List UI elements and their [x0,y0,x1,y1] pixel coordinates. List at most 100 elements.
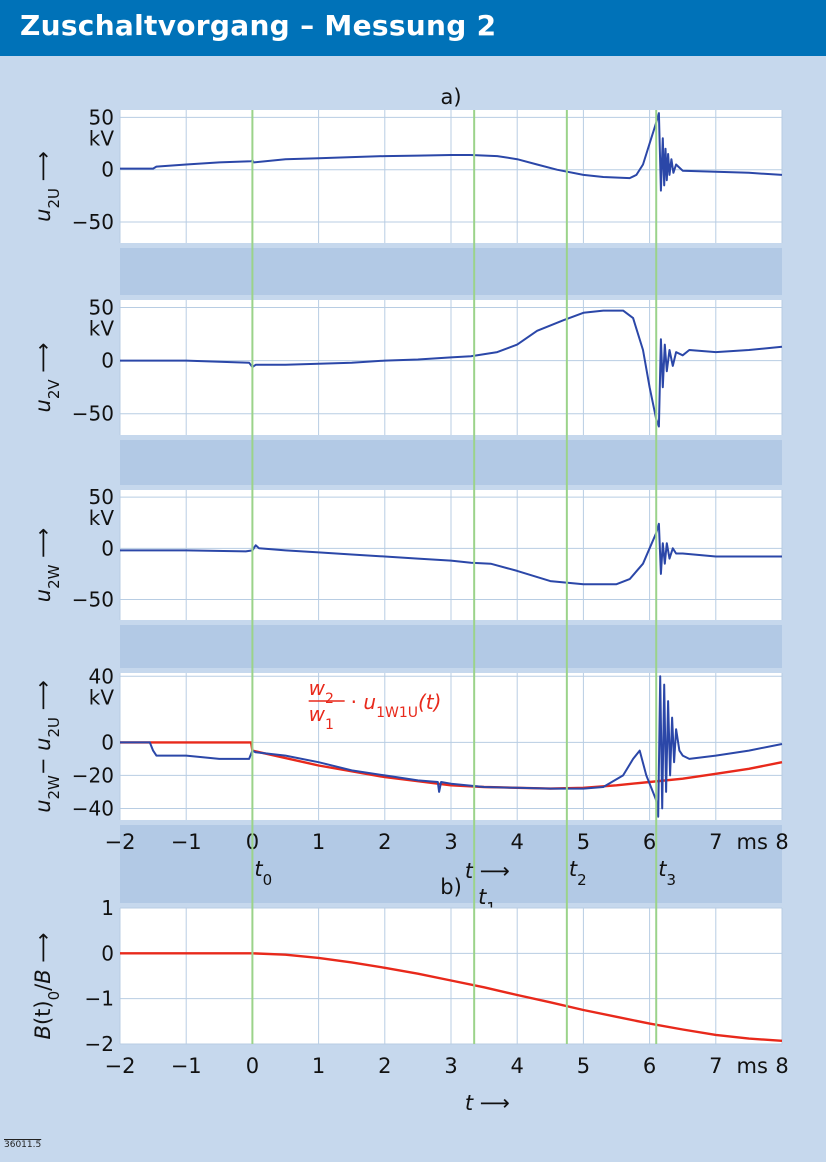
annotation-var-sub: 1W1U [376,705,418,721]
y-tick-label: 50 [89,485,114,509]
y-axis-label-slash: / [31,983,55,991]
header-bar: Zuschaltvorgang – Messung 2 [0,0,826,56]
y-axis-label: u2V ⟶ [31,343,63,413]
x-tick-label: 2 [378,1054,391,1078]
y-axis-label: u2W ⟶ [31,528,63,602]
annotation-numerator: w2 [309,676,334,707]
y-tick-label: 0 [101,730,114,754]
x-tick-label: 1 [312,830,325,854]
annotation-var: u [363,690,376,714]
series-line-blue [120,309,783,428]
annotation-denominator: w1 [309,702,334,733]
x-axis-label: t ⟶ [465,859,510,883]
x-axis-label-var: t [465,1091,474,1115]
y-axis-label-var: B [31,1025,55,1039]
panel-separator-band [120,625,782,668]
y-tick-label: 0 [101,349,114,373]
series-line-blue [120,522,782,586]
y-axis-label-sub: 2W [45,775,63,800]
panel-separator-band [120,248,782,295]
annotation-den-var: w [309,702,326,726]
y-tick-label: 50 [89,105,114,129]
y-axis-label-var2: B [31,969,55,983]
x-tick-label: 3 [444,1054,457,1078]
x-tick-label: 5 [577,830,590,854]
x-unit-label: ms [737,1054,768,1078]
y-axis-label-arrow: ⟶ [31,343,55,380]
y-axis-label-var: u [31,799,55,812]
marker-label-t2: t2 [569,857,587,889]
y-axis-label-sub: 2V [45,379,63,400]
y-unit-label: kV [89,126,115,150]
x-tick-label: 2 [378,830,391,854]
x-tick-label: 4 [511,830,524,854]
y-axis-label-sub: 2W [45,564,63,589]
chart-panel-3: 50 0 −50 kV u2W ⟶ [31,485,783,620]
chart-panel-2: 50 0 −50 kV u2V ⟶ [31,295,783,435]
annotation-arg: (t) [418,690,441,714]
figure-id: 36011.5 [4,1140,42,1150]
x-tick-label: −1 [171,1054,202,1078]
y-tick-label: −50 [72,402,114,426]
x-axis-label: t ⟶ [465,1091,510,1115]
y-unit-label: kV [89,506,115,530]
annotation-num-var: w [309,676,326,700]
y-axis-label-arrow: ⟶ [31,933,55,970]
marker-label-sub: 3 [666,871,676,889]
x-tick-label: 1 [312,1054,325,1078]
marker-label-t3: t3 [658,857,676,889]
y-tick-label: −1 [85,987,114,1011]
x-tick-label: 5 [577,1054,590,1078]
x-axis-label-var: t [465,859,474,883]
y-axis-label-var: u [31,209,55,222]
y-unit-label: kV [89,685,115,709]
x-tick-label: 6 [643,1054,656,1078]
marker-label-t0: t0 [254,857,272,889]
y-tick-label: −40 [72,796,114,820]
marker-label-var: t [569,857,578,881]
x-tick-label: 8 [775,1054,788,1078]
x-tick-label: 0 [246,1054,259,1078]
y-axis-label-var: u [31,399,55,412]
panel-separator-band [120,440,782,485]
series-line-blue [120,112,783,192]
y-axis-label-sub2: 2U [45,717,63,738]
x-axis-label-arrow: ⟶ [473,1091,510,1115]
x-tick-label: −2 [105,830,136,854]
y-axis-label-minus: − u [31,738,55,776]
y-tick-label: 40 [89,664,114,688]
y-tick-label: 0 [101,158,114,182]
marker-label-var: t [254,857,263,881]
y-axis-label: B(t)0/B ⟶ [31,933,63,1040]
y-axis-label-arrow: ⟶ [31,528,55,565]
y-unit-label: kV [89,316,115,340]
annotation-num-sub: 2 [325,691,334,707]
marker-label-var: t [478,885,487,909]
x-unit-label: ms [737,830,768,854]
annotation-den-sub: 1 [325,717,334,733]
x-tick-label: 4 [511,1054,524,1078]
y-tick-label: 50 [89,295,114,319]
y-tick-label: −50 [72,210,114,234]
y-axis-label-arrow: ⟶ [31,680,55,717]
y-tick-label: −2 [85,1032,114,1056]
x-axis-label-arrow: ⟶ [473,859,510,883]
annotation-expression: · u1W1U(t) [351,690,442,721]
x-tick-label: 8 [775,830,788,854]
chart-panel-1: 50 0 −50 kV u2U ⟶ a) [31,85,783,243]
annotation-dot: · [351,690,364,714]
series-line-blue [120,675,783,818]
y-tick-label: 0 [101,536,114,560]
y-tick-label: −20 [72,763,114,787]
y-axis-label-var: u [31,589,55,602]
x-tick-label: 7 [709,1054,722,1078]
y-axis-label-arg: (t) [31,1000,55,1025]
y-axis-label: u2U ⟶ [31,151,63,222]
panel-label: a) [440,85,461,109]
y-tick-label: −50 [72,588,114,612]
y-axis-label-sub2: 0 [45,991,63,1001]
